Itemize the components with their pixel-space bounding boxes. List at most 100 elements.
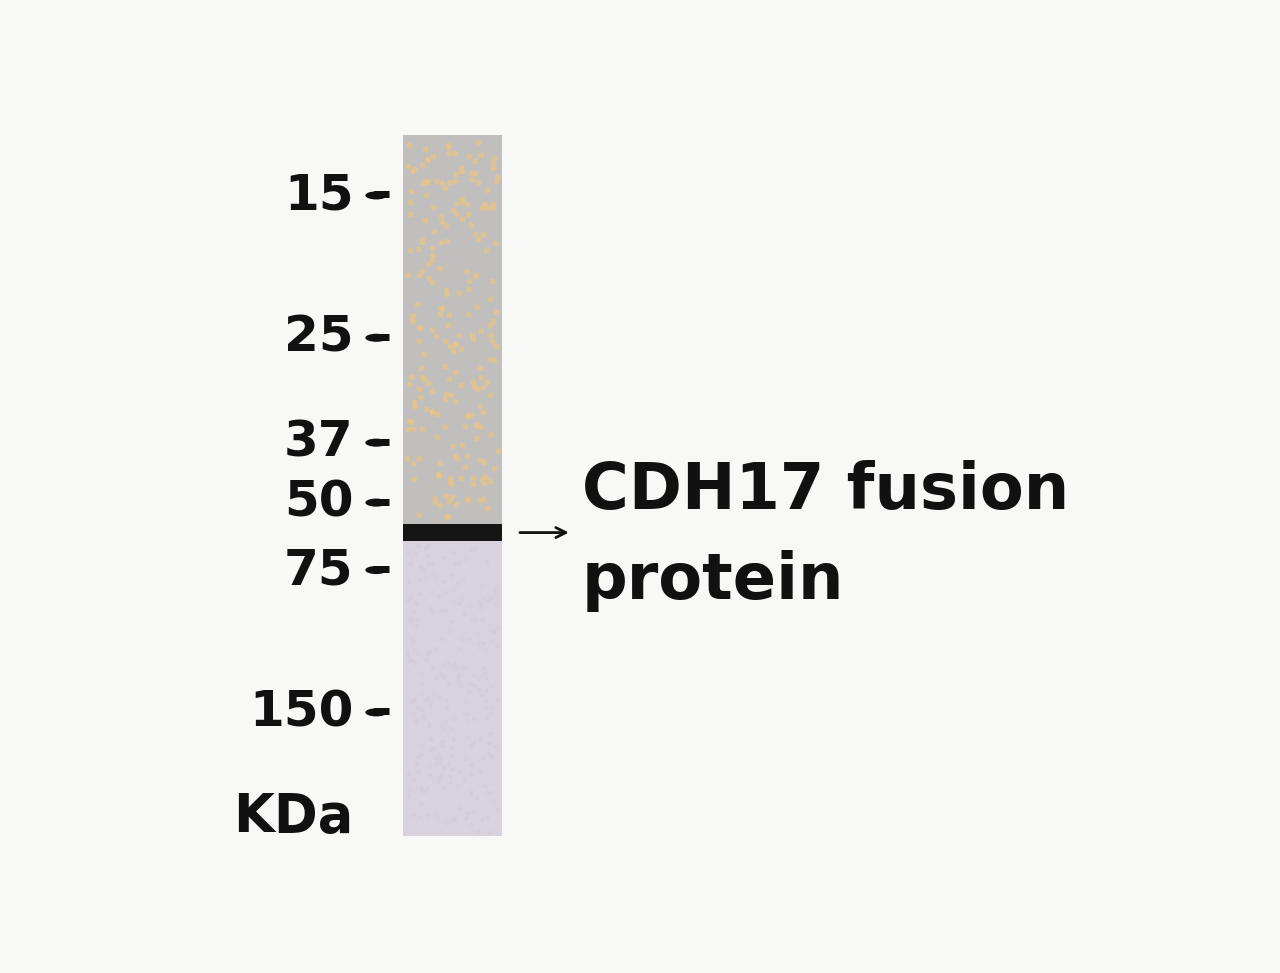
- Point: [438, 654, 458, 669]
- Point: [417, 152, 438, 167]
- Point: [480, 705, 500, 721]
- Point: [428, 589, 448, 604]
- Point: [399, 556, 420, 571]
- Point: [439, 307, 460, 323]
- Point: [442, 489, 462, 505]
- Point: [442, 567, 462, 583]
- Point: [463, 331, 484, 346]
- Point: [461, 739, 481, 754]
- Point: [479, 618, 499, 633]
- Point: [406, 756, 426, 772]
- Point: [420, 699, 440, 714]
- Point: [454, 659, 475, 674]
- Ellipse shape: [365, 192, 387, 199]
- Point: [408, 267, 429, 282]
- Point: [456, 263, 476, 278]
- Point: [403, 706, 424, 722]
- Point: [448, 763, 468, 778]
- Point: [470, 492, 490, 508]
- Point: [475, 670, 495, 686]
- Point: [435, 509, 456, 524]
- Point: [468, 682, 489, 698]
- Point: [428, 771, 448, 786]
- Point: [399, 377, 420, 392]
- Point: [434, 585, 454, 600]
- Point: [467, 626, 488, 641]
- Point: [470, 419, 490, 435]
- Point: [425, 806, 445, 821]
- Point: [416, 188, 436, 203]
- Point: [444, 449, 465, 464]
- Point: [408, 587, 429, 602]
- Point: [471, 370, 492, 385]
- Point: [452, 194, 472, 209]
- Point: [434, 760, 454, 775]
- Point: [431, 631, 452, 647]
- Point: [486, 801, 507, 816]
- Point: [403, 307, 424, 323]
- Point: [444, 711, 465, 727]
- Point: [467, 381, 488, 397]
- Point: [429, 468, 449, 484]
- Point: [453, 606, 474, 622]
- Point: [421, 584, 442, 599]
- Point: [463, 804, 484, 819]
- Point: [412, 675, 433, 691]
- Point: [416, 652, 436, 667]
- Point: [416, 402, 436, 417]
- Point: [480, 426, 500, 442]
- Point: [465, 153, 485, 168]
- Point: [419, 718, 439, 734]
- Point: [458, 729, 479, 744]
- Point: [465, 677, 485, 693]
- Point: [439, 493, 460, 509]
- Point: [422, 660, 443, 675]
- Point: [401, 414, 421, 430]
- Point: [439, 174, 460, 190]
- Point: [479, 593, 499, 608]
- Point: [417, 257, 438, 272]
- Point: [471, 147, 492, 162]
- Point: [433, 550, 453, 565]
- Point: [480, 473, 500, 488]
- Point: [461, 407, 481, 422]
- Point: [461, 783, 481, 799]
- Point: [476, 701, 497, 716]
- Point: [443, 438, 463, 453]
- Point: [447, 450, 467, 465]
- Point: [412, 421, 433, 437]
- Point: [472, 378, 493, 394]
- Point: [430, 234, 451, 250]
- Point: [403, 455, 424, 471]
- Point: [411, 369, 431, 384]
- Point: [462, 470, 483, 486]
- Point: [470, 360, 490, 376]
- Point: [433, 718, 453, 734]
- Point: [421, 252, 442, 268]
- Point: [468, 823, 489, 839]
- Point: [466, 431, 486, 447]
- Point: [472, 635, 493, 651]
- Point: [417, 557, 438, 572]
- Point: [472, 667, 493, 683]
- Point: [406, 713, 426, 729]
- Point: [438, 756, 458, 772]
- Point: [435, 358, 456, 374]
- Point: [474, 476, 494, 491]
- Point: [410, 810, 430, 825]
- Point: [403, 693, 424, 708]
- Point: [443, 730, 463, 745]
- Point: [486, 173, 507, 189]
- Point: [485, 579, 506, 595]
- Text: KDa: KDa: [233, 791, 353, 844]
- Point: [484, 352, 504, 368]
- Point: [404, 692, 425, 707]
- Point: [440, 387, 461, 403]
- Point: [452, 631, 472, 647]
- Point: [402, 631, 422, 646]
- Point: [483, 700, 503, 715]
- Point: [465, 540, 485, 556]
- Point: [411, 360, 431, 376]
- Point: [402, 653, 422, 668]
- Point: [471, 200, 492, 216]
